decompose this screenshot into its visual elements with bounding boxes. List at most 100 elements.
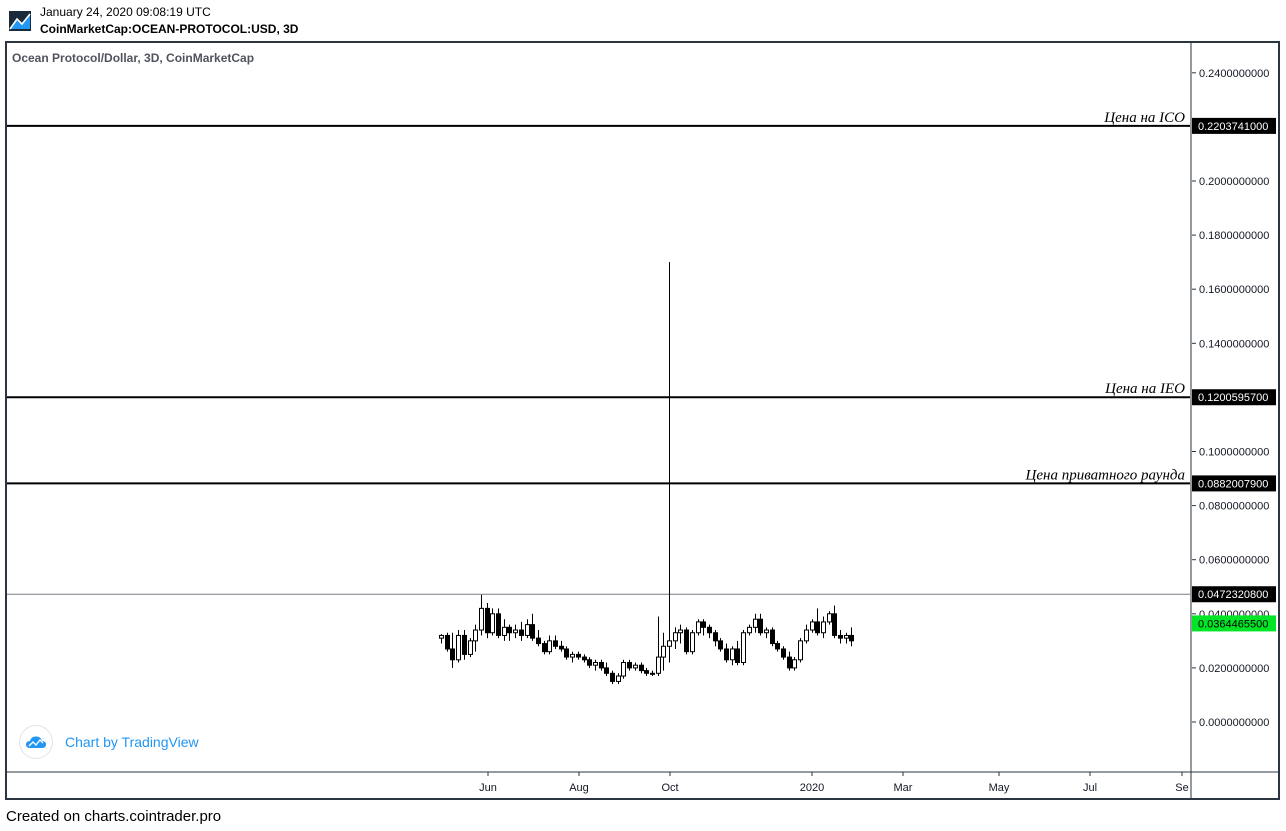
y-tick-label: 0.1000000000 (1199, 447, 1269, 459)
y-tick-label: 0.0000000000 (1199, 717, 1269, 729)
candle-body-up (730, 648, 735, 661)
candle-body-down (724, 648, 729, 661)
x-tick-label: Aug (569, 782, 589, 794)
candle-body-down (701, 621, 706, 628)
x-tick-label: Mar (894, 782, 913, 794)
candle-body-down (496, 613, 501, 636)
tradingview-watermark[interactable]: Chart by TradingView (19, 725, 199, 759)
candle-body-down (832, 613, 837, 636)
candle-body-down (758, 618, 763, 634)
price-tag (1192, 117, 1276, 134)
watermark-label: Chart by TradingView (65, 734, 199, 750)
y-tick-label: 0.2000000000 (1199, 176, 1269, 188)
candle-body-up (473, 629, 478, 642)
candle-body-up (650, 672, 655, 675)
candle-body-up (764, 629, 769, 634)
candle-body-up (468, 640, 473, 655)
candle-body-up (513, 629, 518, 634)
candle-body-down (576, 653, 581, 658)
candle-body-down (713, 632, 718, 642)
price-tag-label: 0.1200595700 (1198, 392, 1268, 404)
candle-body-up (792, 659, 797, 669)
tradingview-logo-icon (9, 11, 31, 31)
candle-body-up (661, 645, 666, 658)
candle-body-up (502, 626, 507, 636)
candle-body-down (564, 648, 569, 658)
candle-body-down (838, 634, 843, 639)
candle-body-up (821, 621, 826, 634)
chart-frame (5, 41, 1280, 800)
candle-body-up (633, 664, 638, 669)
candle-body-down (507, 626, 512, 634)
x-tick-label: Jun (479, 782, 497, 794)
candle-body-up (696, 621, 701, 634)
price-line-label: Цена приватного раунда (1025, 467, 1185, 483)
price-tag (1192, 475, 1276, 492)
candle-body-down (559, 645, 564, 650)
x-tick-label: Jul (1083, 782, 1097, 794)
candle-body-up (570, 653, 575, 658)
candle-body-up (690, 632, 695, 653)
candle-body-down (718, 640, 723, 650)
candle-body-up (747, 626, 752, 634)
y-tick-label: 0.0600000000 (1199, 555, 1269, 567)
candle-body-down (462, 634, 467, 655)
candle-body-down (639, 664, 644, 672)
candle-body-down (445, 634, 450, 650)
candle-body-up (673, 632, 678, 642)
candle-body-down (610, 672, 615, 682)
y-tick-label: 0.2400000000 (1199, 68, 1269, 80)
y-tick-label: 0.0200000000 (1199, 663, 1269, 675)
footer-credit: Created on charts.cointrader.pro (6, 808, 222, 825)
price-axis: 0.2400000000 0.2000000000 0.1800000000 0.16… (1192, 68, 1269, 729)
candle-body-up (810, 621, 815, 631)
candle-body-down (787, 656, 792, 669)
candlestick-series (439, 262, 854, 685)
candle-body-down (582, 656, 587, 661)
candle-body-up (656, 656, 661, 674)
price-line-label: Цена на IEO (1104, 381, 1185, 397)
symbol-label: CoinMarketCap:OCEAN-PROTOCOL:USD, 3D (40, 22, 299, 36)
x-tick-label: May (989, 782, 1010, 794)
candle-body-down (519, 629, 524, 636)
candle-body-down (604, 667, 609, 674)
candle-body-up (844, 634, 849, 639)
candle-body-down (644, 670, 649, 674)
candle-body-down (781, 648, 786, 658)
candle-body-up (456, 634, 461, 661)
candle-body-down (485, 607, 490, 634)
candle-body-down (770, 629, 775, 645)
candle-body-up (593, 661, 598, 666)
last-price-tag (1192, 615, 1276, 632)
candle-body-up (753, 618, 758, 628)
price-lines: Цена на ICO Цена на IEO Цена приватного ра… (7, 110, 1190, 485)
price-line-label: Цена на ICO (1103, 110, 1185, 126)
candle-body-up (667, 640, 672, 647)
candle-body-up (439, 634, 444, 639)
candle-body-up (479, 607, 484, 631)
candle-body-up (490, 613, 495, 634)
candle-body-down (815, 621, 820, 634)
candle-body-down (553, 640, 558, 647)
tradingview-cloud-icon (19, 725, 53, 759)
candle-body-down (849, 634, 854, 642)
candle-body-up (525, 624, 530, 636)
price-axis-labels: 0.2203741000 0.1200595700 0.0882007900 0.04… (1192, 117, 1276, 632)
time-axis: Jun Aug Oct 2020 Mar May Jul Se (479, 772, 1189, 794)
candle-body-up (621, 661, 626, 677)
price-tag-label: 0.2203741000 (1198, 121, 1268, 133)
candle-body-up (827, 613, 832, 623)
last-price-tag-label: 0.0364465500 (1198, 618, 1268, 630)
price-tag-label: 0.0882007900 (1198, 478, 1268, 490)
candle-body-down (599, 661, 604, 669)
candle-body-up (616, 675, 621, 682)
candle-body-down (542, 643, 547, 653)
y-tick-label: 0.0800000000 (1199, 501, 1269, 513)
candle-body-down (450, 648, 455, 661)
snapshot-datetime: January 24, 2020 09:08:19 UTC (40, 5, 211, 19)
candle-body-down (684, 629, 689, 653)
price-tag (1192, 389, 1276, 406)
candle-body-down (775, 643, 780, 650)
candle-body-down (536, 637, 541, 645)
